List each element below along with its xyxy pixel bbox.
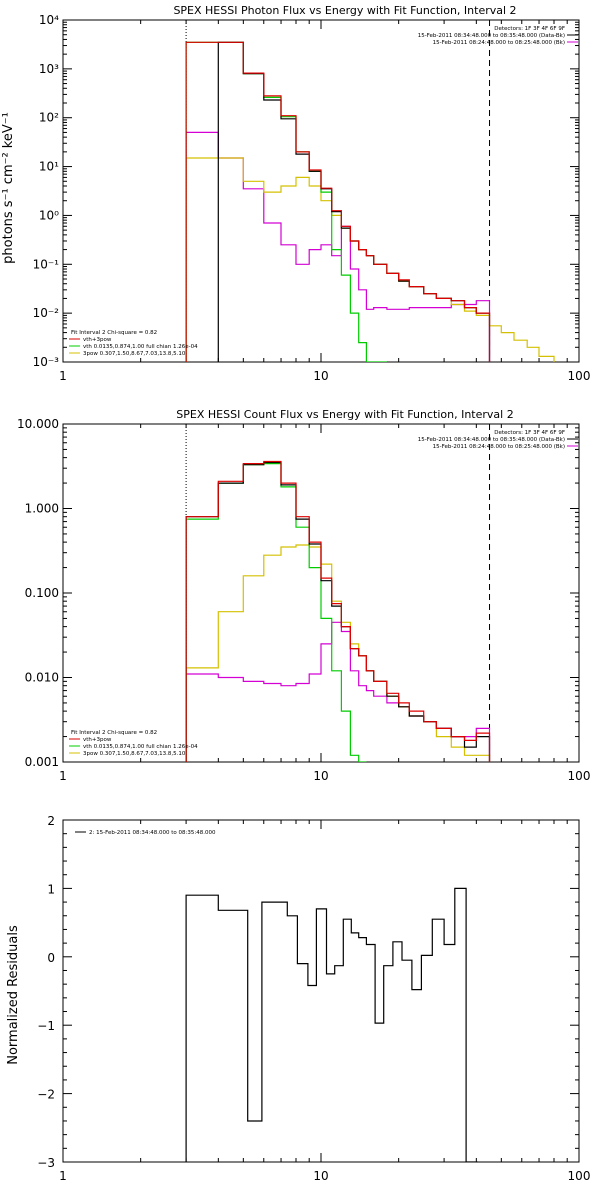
residuals-data-layer bbox=[185, 887, 478, 1162]
photon-flux-y-tick-label: 10⁰ bbox=[39, 208, 59, 222]
photon-flux-legend-top-right-0: Detectors: 1F 3F 4F 6F 9F bbox=[494, 26, 565, 32]
count-flux-y-tick-label: 0.001 bbox=[25, 755, 59, 769]
photon-flux-legend-bottom-left-0: Fit Interval 2 Chi-square = 0.82 bbox=[71, 330, 157, 336]
count-flux-y-tick-label: 10.000 bbox=[17, 417, 59, 431]
count-flux-series-4-line bbox=[185, 544, 491, 762]
residuals-y-tick-label: 2 bbox=[47, 814, 55, 828]
count-flux-y-tick-label: 1.000 bbox=[25, 502, 59, 516]
photon-flux-y-tick-label: 10⁻² bbox=[33, 306, 60, 320]
count-flux-series-3-line bbox=[185, 621, 491, 762]
count-flux-title: SPEX HESSI Count Flux vs Energy with Fit… bbox=[176, 408, 513, 421]
residuals-residual-line bbox=[185, 887, 478, 1162]
count-flux-legend-top-right-1: 15-Feb-2011 08:34:48.000 to 08:35:48.000… bbox=[418, 437, 565, 443]
photon-flux-legend-bottom-left-3: 3pow 0.307,1.50,8.67,7.03,13.8,5.10 bbox=[83, 351, 186, 357]
residuals-legend-top-left-0: 2: 15-Feb-2011 08:34:48.000 to 08:35:48.… bbox=[89, 830, 216, 836]
photon-flux-series-4-line bbox=[185, 157, 555, 362]
residuals-y-tick-label: 0 bbox=[47, 951, 55, 965]
count-flux-legend-top-right-0: Detectors: 1F 3F 4F 6F 9F bbox=[494, 430, 565, 436]
photon-flux-x-tick-label: 100 bbox=[568, 369, 591, 383]
count-flux-series-2-line bbox=[185, 463, 367, 762]
count-flux-legend-bottom-left-3: 3pow 0.307,1.50,8.67,7.03,13.8,5.10 bbox=[83, 751, 186, 757]
residuals-plot-frame bbox=[62, 819, 580, 1163]
count-flux-series-1-line bbox=[185, 460, 491, 762]
count-flux-legend-bottom-left-2: vth 0.0135,0.874,1.00 full chian 1.26e-0… bbox=[83, 744, 198, 750]
photon-flux-y-tick-label: 10⁴ bbox=[39, 13, 59, 27]
photon-flux-y-tick-label: 10¹ bbox=[39, 160, 59, 174]
photon-flux-legend-bottom-left-2: vth 0.0135,0.874,1.00 full chian 1.26e-0… bbox=[83, 344, 198, 350]
residuals-x-tick-label: 10 bbox=[313, 1169, 328, 1183]
photon-flux-data-layer bbox=[185, 41, 555, 362]
photon-flux-legend-top-right-1: 15-Feb-2011 08:34:48.000 to 08:35:48.000… bbox=[418, 33, 565, 39]
photon-flux-series-3-line bbox=[185, 131, 491, 362]
photon-flux-x-tick-label: 1 bbox=[59, 369, 67, 383]
photon-flux-x-tick-label: 10 bbox=[313, 369, 328, 383]
count-flux-legend-bottom-left-1: vth+3pow bbox=[83, 737, 112, 743]
count-flux-legend-top-right-2: 15-Feb-2011 08:24:48.000 to 08:25:48.000… bbox=[433, 444, 565, 450]
photon-flux-y-tick-label: 10⁻³ bbox=[33, 355, 60, 369]
residuals-y-tick-label: 1 bbox=[47, 882, 55, 896]
count-flux-x-tick-label: 1 bbox=[59, 769, 67, 783]
count-flux-legend-bottom-left-0: Fit Interval 2 Chi-square = 0.82 bbox=[71, 730, 157, 736]
photon-flux-series-2-line bbox=[185, 41, 387, 362]
count-flux-y-tick-label: 0.010 bbox=[25, 671, 59, 685]
count-flux-x-tick-label: 10 bbox=[313, 769, 328, 783]
photon-flux-title: SPEX HESSI Photon Flux vs Energy with Fi… bbox=[173, 4, 516, 17]
residuals-panel: Normalized Residuals 1 10 100 −3 −2 −1 0 1 2 2: 1… bbox=[6, 814, 590, 1183]
count-flux-y-tick-label: 0.100 bbox=[25, 586, 59, 600]
photon-flux-series-1-line bbox=[185, 41, 491, 362]
residuals-y-tick-label: −3 bbox=[37, 1156, 55, 1170]
count-flux-data-layer bbox=[185, 460, 491, 762]
photon-flux-y-tick-label: 10³ bbox=[39, 62, 59, 76]
residuals-ylabel: Normalized Residuals bbox=[6, 925, 21, 1065]
photon-flux-panel: SPEX HESSI Photon Flux vs Energy with Fi… bbox=[1, 4, 590, 383]
residuals-y-tick-label: −1 bbox=[37, 1019, 55, 1033]
residuals-x-tick-label: 1 bbox=[59, 1169, 67, 1183]
photon-flux-y-tick-label: 10⁻¹ bbox=[33, 257, 60, 271]
residuals-y-tick-label: −2 bbox=[37, 1088, 55, 1102]
photon-flux-series-0-line bbox=[217, 41, 491, 362]
count-flux-panel: SPEX HESSI Count Flux vs Energy with Fit… bbox=[17, 408, 590, 783]
residuals-x-tick-label: 100 bbox=[568, 1169, 591, 1183]
count-flux-x-tick-label: 100 bbox=[568, 769, 591, 783]
photon-flux-y-tick-label: 10² bbox=[39, 111, 59, 125]
photon-flux-legend-top-right-2: 15-Feb-2011 08:24:48.000 to 08:25:48.000… bbox=[433, 40, 565, 46]
photon-flux-ylabel: photons s⁻¹ cm⁻² keV⁻¹ bbox=[1, 112, 16, 264]
photon-flux-legend-bottom-left-1: vth+3pow bbox=[83, 337, 112, 343]
